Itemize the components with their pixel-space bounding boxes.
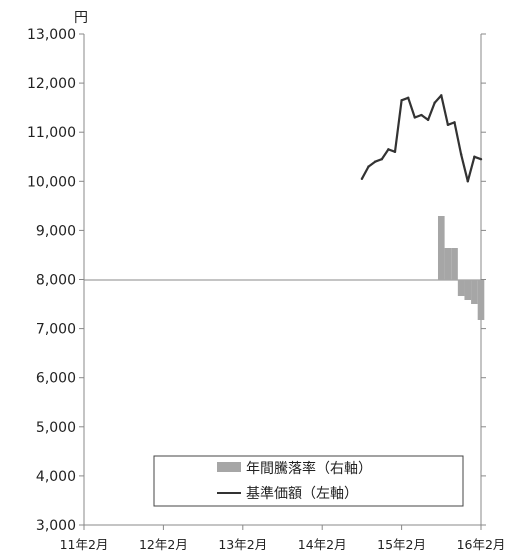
x-tick-label: 16年2月 (457, 537, 506, 552)
bar (444, 248, 452, 280)
y-tick-label: 5,000 (36, 420, 76, 436)
legend-line-label: 基準価額（左軸） (246, 485, 358, 502)
line-point (440, 94, 443, 97)
y-axis-ticks: 13,000 12,000 11,000 10,000 9,000 8,000 7,000 6… (27, 27, 84, 534)
legend-bar-swatch (217, 462, 241, 472)
bar (477, 280, 485, 320)
y-tick-label: 8,000 (36, 273, 76, 289)
bar-series (437, 216, 485, 320)
line-point (466, 180, 469, 183)
bar (457, 280, 465, 296)
line-point (459, 153, 463, 156)
line-point (453, 121, 456, 124)
bar (471, 280, 478, 304)
line-point (393, 150, 397, 154)
line-point (400, 99, 403, 102)
bar (437, 216, 445, 280)
y-tick-label: 7,000 (36, 322, 76, 338)
y-tick-label: 10,000 (27, 174, 76, 190)
line-point (420, 113, 423, 117)
y-tick-label: 9,000 (36, 223, 76, 239)
y-tick-label: 3,000 (36, 518, 76, 534)
legend: 年間騰落率（右軸） 基準価額（左軸） (153, 455, 464, 507)
x-tick-label: 11年2月 (60, 537, 109, 552)
line-point (380, 158, 383, 161)
right-axis-ticks (481, 33, 486, 526)
legend-box (153, 455, 464, 507)
line-point (433, 101, 436, 104)
x-tick-label: 13年2月 (218, 537, 267, 552)
y-tick-label: 6,000 (36, 371, 76, 387)
line-point (413, 116, 417, 119)
y-tick-label: 4,000 (36, 469, 76, 485)
line-point (407, 96, 410, 100)
line-point (473, 155, 476, 158)
line-point (479, 158, 483, 161)
bar (464, 280, 472, 300)
x-tick-label: 14年2月 (298, 537, 347, 552)
y-tick-label: 13,000 (27, 27, 76, 43)
y-unit-label: 円 (74, 10, 88, 26)
y-tick-label: 11,000 (27, 125, 76, 141)
line-path (360, 94, 482, 183)
legend-bar-label: 年間騰落率（右軸） (246, 460, 372, 477)
line-point (367, 165, 370, 168)
bar (451, 248, 458, 280)
line-point (446, 123, 450, 127)
x-tick-label: 15年2月 (377, 537, 426, 552)
line-point (387, 148, 390, 151)
y-tick-label: 12,000 (27, 76, 76, 92)
line-point (360, 177, 364, 181)
x-tick-label: 12年2月 (139, 537, 188, 552)
line-point (373, 160, 377, 163)
line-point (426, 118, 430, 122)
line-series (360, 94, 483, 183)
x-axis-ticks: 11年2月 12年2月 13年2月 14年2月 15年2月 16年2月 (60, 525, 506, 552)
